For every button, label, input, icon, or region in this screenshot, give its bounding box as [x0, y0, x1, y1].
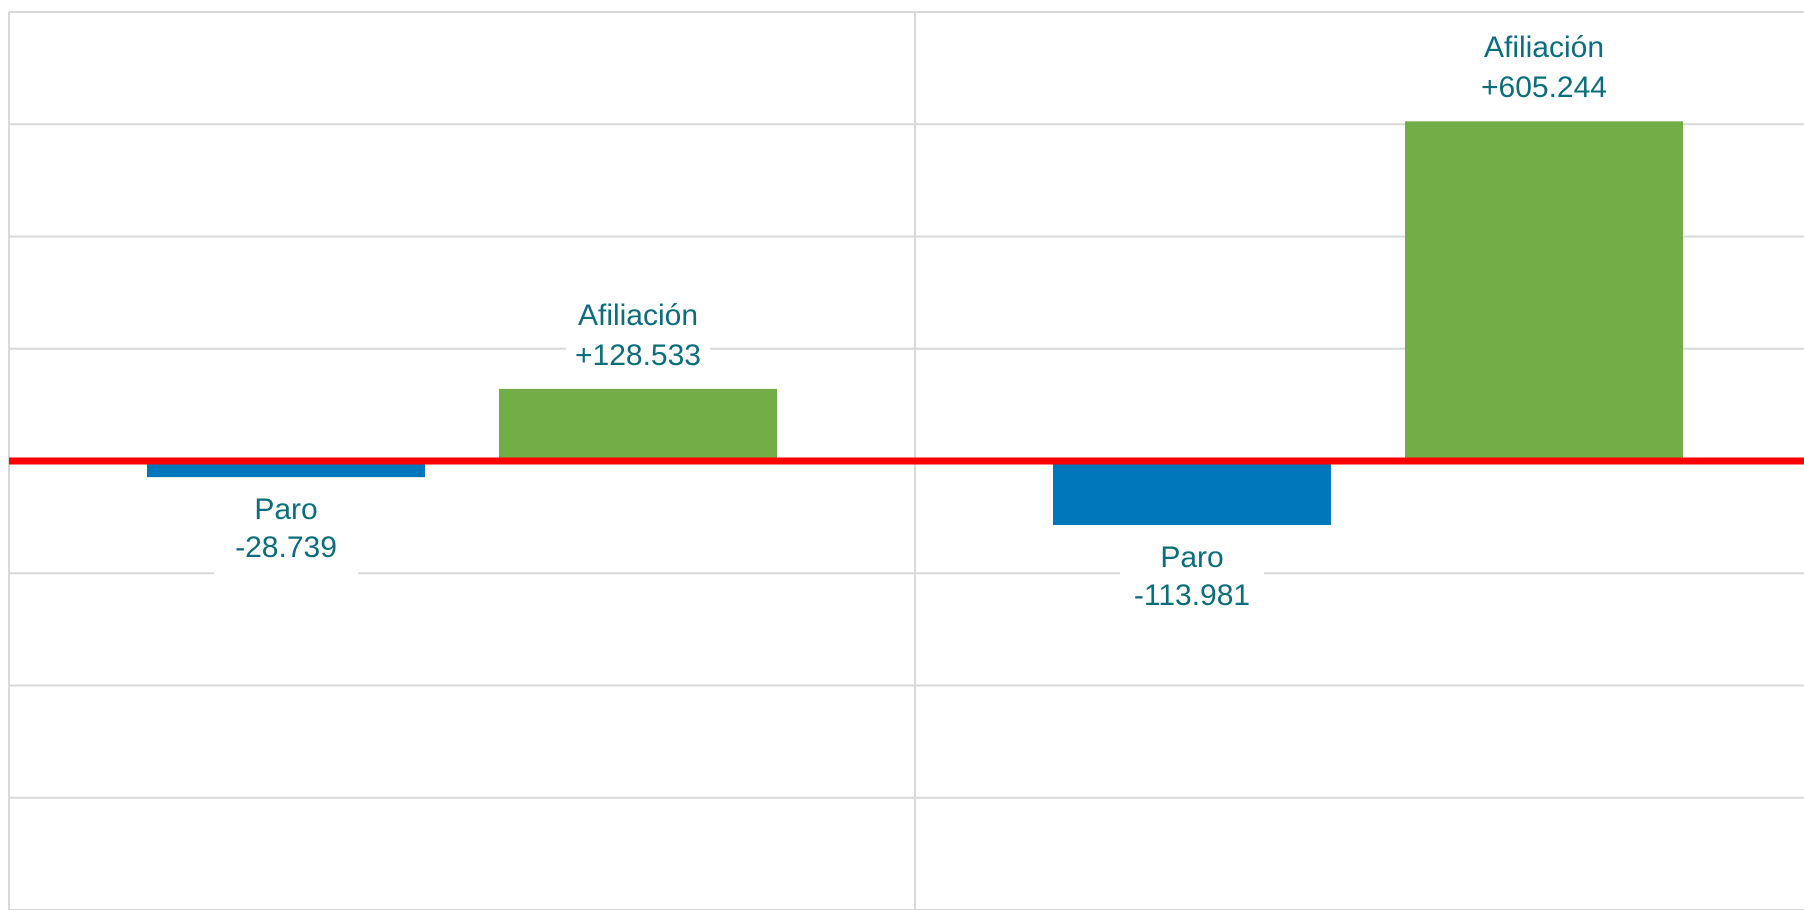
- value-label: +128.533: [575, 339, 701, 372]
- value-label: -28.739: [235, 531, 337, 564]
- label-background: [1472, 27, 1616, 114]
- value-label: -113.981: [1134, 579, 1250, 612]
- bar: [1053, 461, 1331, 525]
- series-name-label: Paro: [1160, 541, 1223, 574]
- bar: [499, 388, 777, 461]
- label-background: [1120, 536, 1264, 623]
- bar: [1405, 121, 1683, 461]
- series-name-label: Afiliación: [1484, 31, 1604, 64]
- series-name-label: Afiliación: [578, 299, 698, 332]
- series-name-label: Paro: [254, 493, 317, 526]
- bar: [147, 461, 425, 478]
- value-label: +605.244: [1481, 71, 1607, 104]
- label-background: [566, 294, 710, 381]
- label-background: [214, 489, 358, 576]
